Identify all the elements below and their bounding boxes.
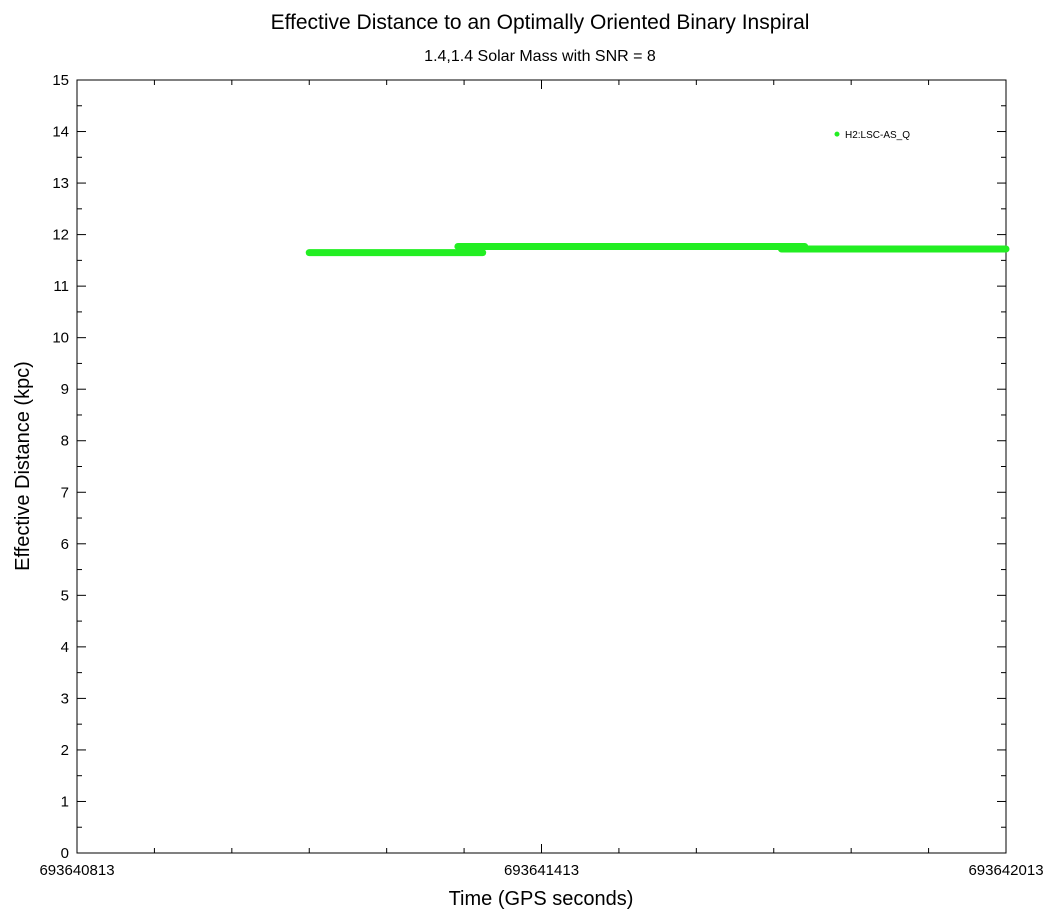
y-tick-label: 5 [61, 587, 69, 604]
legend-marker [834, 131, 840, 137]
legend: H2:LSC-AS_Q [834, 130, 910, 141]
y-axis-label: Effective Distance (kpc) [12, 361, 34, 571]
y-tick-label: 10 [52, 330, 69, 347]
y-tick-label: 15 [52, 72, 69, 89]
x-axis-label: Time (GPS seconds) [449, 888, 634, 910]
y-tick-label: 13 [52, 175, 69, 192]
y-tick-label: 7 [61, 484, 69, 501]
plot-frame [76, 79, 1007, 854]
y-tick-label: 9 [61, 381, 69, 398]
chart-title: Effective Distance to an Optimally Orien… [271, 11, 810, 34]
y-tick-label: 1 [61, 793, 69, 810]
legend-label: H2:LSC-AS_Q [845, 130, 910, 141]
y-tick-label: 4 [61, 639, 69, 656]
y-tick-label: 2 [61, 742, 69, 759]
y-tick-label: 11 [53, 278, 69, 295]
y-tick-label: 8 [61, 433, 69, 450]
data-marks [305, 242, 1010, 257]
x-tick-label: 693642013 [968, 862, 1043, 879]
y-tick-label: 3 [61, 690, 69, 707]
y-tick-label: 14 [52, 124, 69, 141]
y-tick-label: 0 [61, 845, 69, 862]
x-tick-label: 693641413 [504, 862, 579, 879]
y-tick-label: 12 [52, 227, 69, 244]
y-tick-label: 6 [61, 536, 69, 553]
x-tick-label: 693640813 [39, 862, 114, 879]
chart-subtitle: 1.4,1.4 Solar Mass with SNR = 8 [424, 48, 656, 65]
